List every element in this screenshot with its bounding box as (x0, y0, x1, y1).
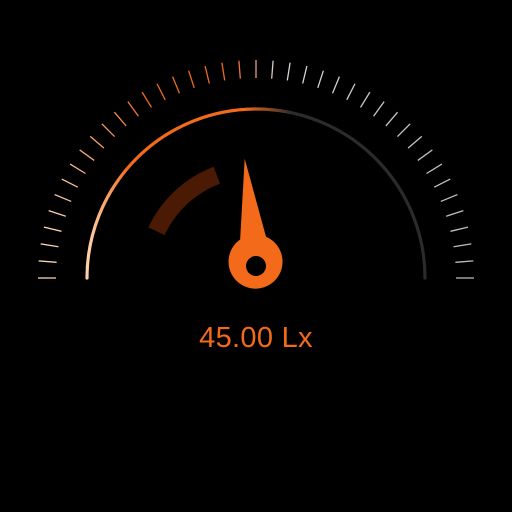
scale-ticks (38, 60, 474, 279)
scale-tick (433, 178, 451, 188)
scale-tick (113, 111, 127, 127)
scale-tick (54, 193, 72, 203)
scale-tick (204, 65, 210, 84)
gauge-progress-arc (148, 166, 221, 236)
scale-tick (359, 91, 371, 108)
scale-tick (373, 101, 385, 117)
scale-tick (286, 62, 291, 81)
scale-tick (455, 260, 474, 263)
lux-value-readout: 45.00 Lx (199, 322, 313, 354)
scale-tick (346, 83, 356, 101)
scale-tick (61, 178, 79, 188)
scale-tick (426, 163, 443, 175)
scale-tick (156, 83, 166, 101)
scale-tick (446, 210, 464, 217)
scale-tick (101, 123, 116, 138)
scale-tick (221, 62, 226, 81)
scale-tick (171, 76, 181, 94)
scale-tick (396, 123, 411, 138)
scale-tick (43, 226, 62, 232)
scale-tick (331, 76, 341, 94)
gauge-outer-arc (85, 107, 427, 280)
scale-tick (302, 65, 308, 84)
scale-tick (317, 70, 324, 88)
scale-tick (69, 163, 86, 175)
gauge-needle-icon (228, 158, 283, 289)
scale-tick (89, 135, 105, 149)
scale-tick (440, 193, 458, 203)
scale-tick (127, 101, 139, 117)
scale-tick (141, 91, 153, 108)
scale-tick (271, 60, 274, 79)
scale-tick (385, 111, 399, 127)
scale-tick (38, 260, 57, 263)
scale-tick (453, 243, 472, 248)
scale-tick (79, 149, 95, 161)
scale-tick (238, 60, 241, 79)
scale-tick (40, 243, 59, 248)
scale-tick (417, 149, 433, 161)
scale-tick (188, 70, 195, 88)
scale-tick (450, 226, 469, 232)
scale-tick (48, 210, 66, 217)
scale-tick (407, 135, 423, 149)
